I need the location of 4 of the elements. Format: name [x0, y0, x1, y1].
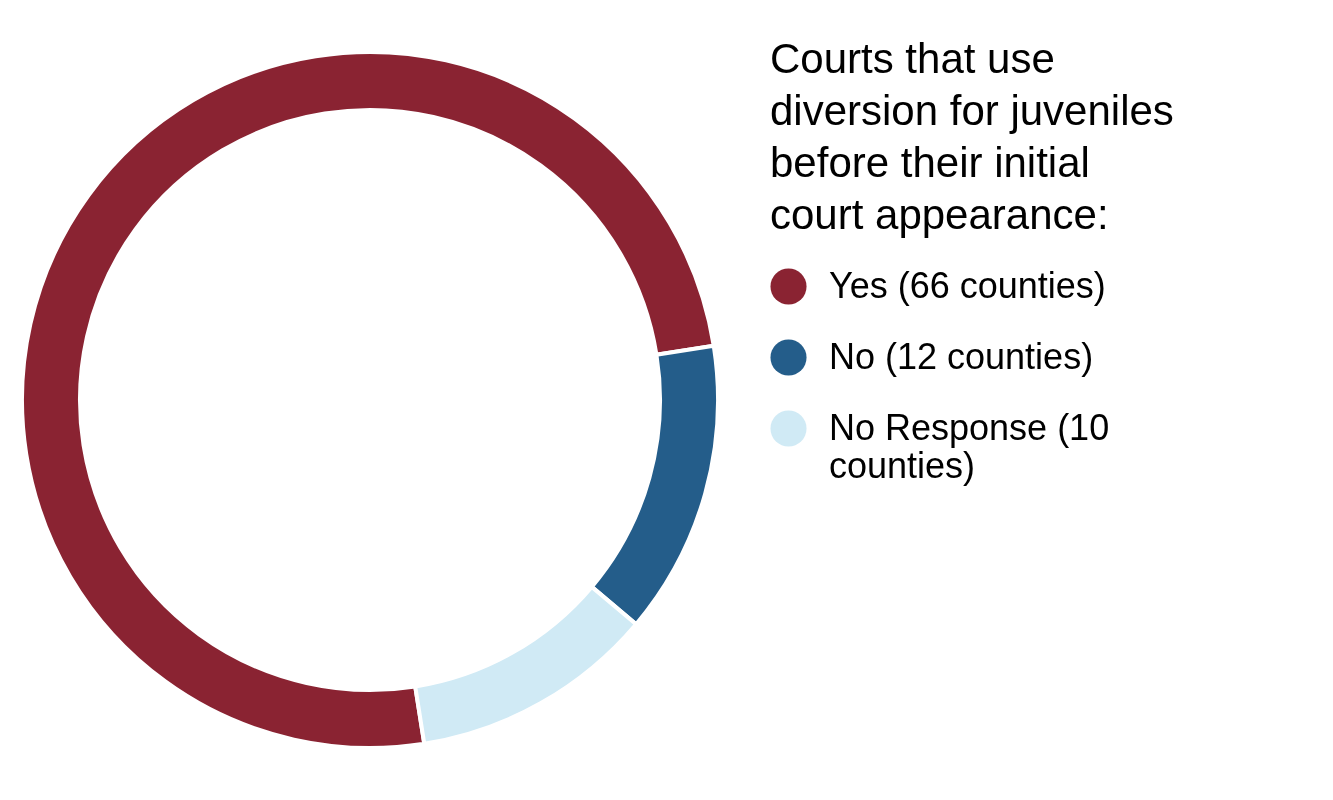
legend-label: Yes (66 counties) — [829, 264, 1106, 306]
legend-label: No (12 counties) — [829, 335, 1094, 377]
legend-label: No Response (10 counties) — [829, 406, 1110, 486]
legend-title: Courts that use diversion for juveniles before their initial court appearance: — [770, 35, 1174, 238]
